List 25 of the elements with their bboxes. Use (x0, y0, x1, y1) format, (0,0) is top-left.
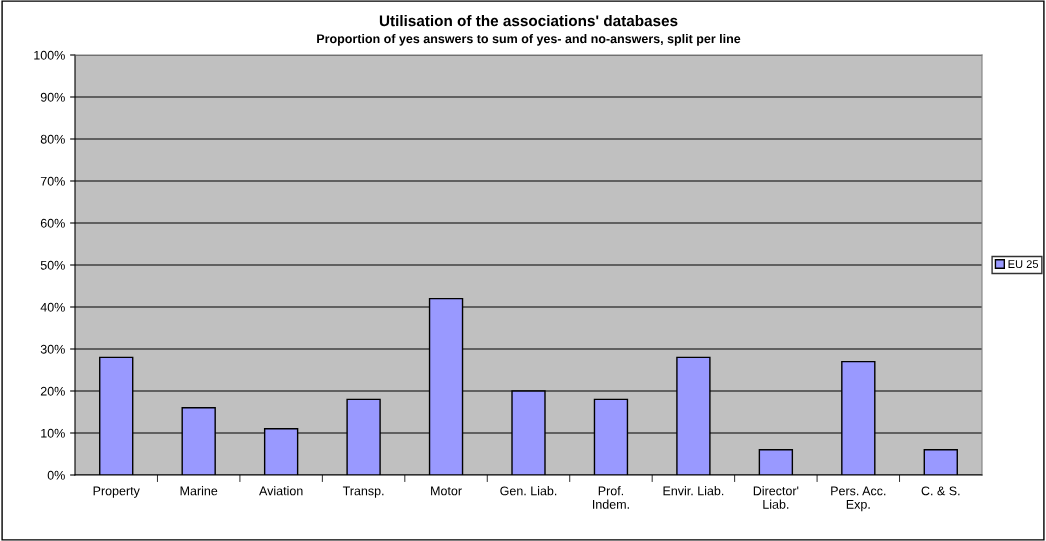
y-tick-label: 60% (40, 218, 65, 228)
y-tick-label: 30% (40, 344, 65, 354)
x-tick-label: Property (93, 486, 140, 498)
y-tick-label: 70% (40, 176, 65, 186)
x-tick-label: Transp. (342, 486, 384, 498)
x-tick-label: C. & S. (921, 486, 960, 496)
x-tick-label: Envir. Liab. (663, 486, 724, 496)
y-tick-label: 80% (40, 134, 65, 144)
x-tick-label: Director' Liab. (753, 486, 799, 509)
y-tick-label: 20% (40, 386, 65, 396)
y-tick-label: 90% (40, 92, 65, 102)
x-tick-label: Gen. Liab. (500, 486, 557, 496)
chart-subtitle: Proportion of yes answers to sum of yes- and no-answers, split per line (317, 34, 741, 46)
x-tick-label: Motor (431, 486, 462, 496)
chart-title: Utilisation of the associations' databases (379, 15, 678, 27)
y-tick-label: 50% (40, 260, 65, 270)
x-tick-label: Marine (180, 486, 218, 496)
x-tick-label: Prof. Indem. (593, 486, 629, 509)
legend-label: EU 25 (1008, 260, 1039, 269)
y-tick-label: 40% (40, 302, 65, 312)
y-tick-label: 0% (47, 470, 65, 480)
x-tick-label: Pers. Acc. Exp. (831, 486, 886, 512)
x-tick-label: Aviation (259, 486, 303, 496)
y-tick-label: 10% (41, 428, 65, 438)
y-tick-label: 100% (34, 50, 65, 60)
